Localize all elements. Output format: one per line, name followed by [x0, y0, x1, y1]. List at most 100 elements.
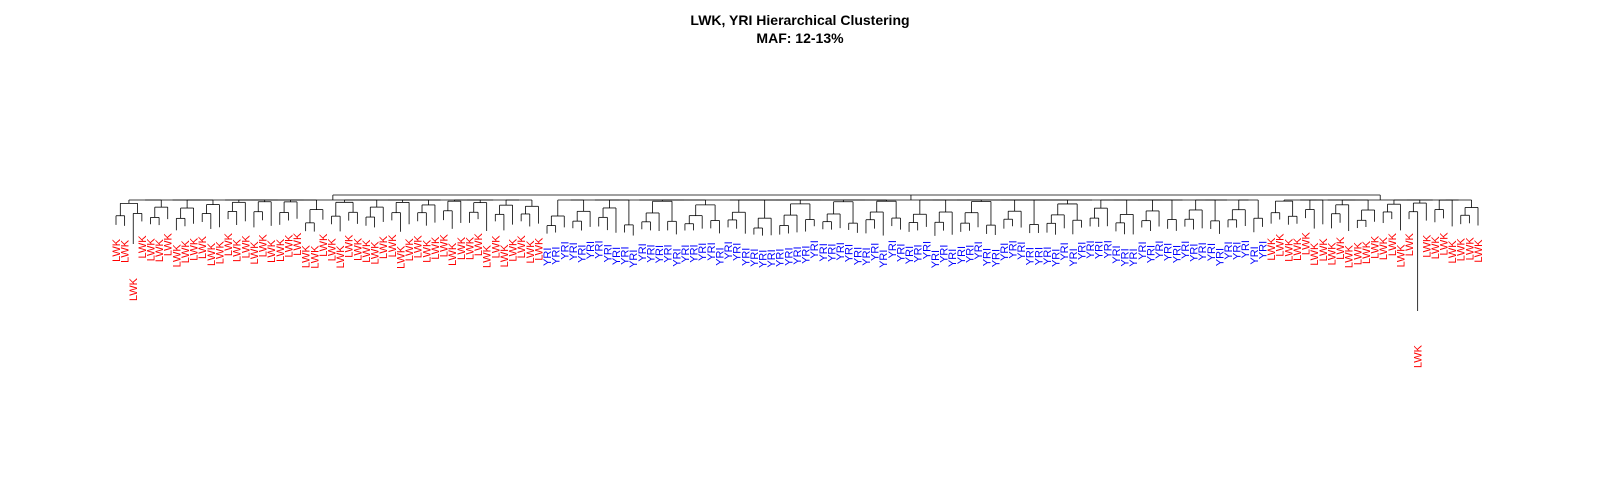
leaf-label-lwk: LWK [1378, 236, 1390, 260]
leaf-label-yri: YRI [1102, 240, 1114, 258]
leaf-label-lwk: LWK [525, 240, 537, 264]
leaf-label-yri: YRI [1068, 248, 1080, 266]
leaf-label-lwk: LWK [1387, 232, 1399, 256]
leaf-label-yri: YRI [887, 240, 899, 258]
leaf-label-yri: YRI [1051, 249, 1063, 267]
leaf-label-lwk: LWK [1301, 231, 1313, 255]
leaf-label-lwk: LWK [275, 238, 287, 262]
leaf-label-yri: YRI [1206, 243, 1218, 261]
leaf-label-lwk: LWK [1344, 244, 1356, 268]
leaf-label-lwk: LWK [1439, 232, 1451, 256]
leaf-label-lwk: LWK [1447, 240, 1459, 264]
leaf-label-lwk: LWK [145, 238, 157, 262]
leaf-label-yri: YRI [689, 244, 701, 262]
leaf-label-lwk: LWK [413, 235, 425, 259]
leaf-label-yri: YRI [1085, 240, 1097, 258]
leaf-label-lwk: LWK [1464, 237, 1476, 261]
leaf-label-yri: YRI [1249, 246, 1261, 264]
leaf-label-yri: YRI [1111, 245, 1123, 263]
leaf-label-yri: YRI [895, 244, 907, 262]
leaf-label-yri: YRI [964, 245, 976, 263]
leaf-label-yri: YRI [1180, 241, 1192, 259]
leaf-label-yri: YRI [766, 249, 778, 267]
leaf-label-yri: YRI [783, 247, 795, 265]
leaf-label-yri: YRI [602, 244, 614, 262]
leaf-label-yri: YRI [1059, 242, 1071, 260]
leaf-label-lwk: LWK [309, 245, 321, 269]
leaf-label-yri: YRI [1223, 241, 1235, 259]
leaf-label-yri: YRI [749, 249, 761, 267]
leaf-label-yri: YRI [982, 248, 994, 266]
leaf-label-yri: YRI [628, 250, 640, 268]
leaf-label-yri: YRI [680, 245, 692, 263]
leaf-label-yri: YRI [1214, 248, 1226, 266]
leaf-label-yri: YRI [870, 243, 882, 261]
leaf-label-yri: YRI [1120, 248, 1132, 266]
leaf-label-yri: YRI [852, 247, 864, 265]
leaf-label-yri: YRI [956, 246, 968, 264]
leaf-label-yri: YRI [973, 241, 985, 259]
leaf-label-yri: YRI [706, 242, 718, 260]
leaf-label-lwk: LWK [482, 244, 494, 268]
leaf-label-lwk: LWK [249, 241, 261, 265]
leaf-label-yri: YRI [1094, 241, 1106, 259]
leaf-label-lwk: LWK [1283, 238, 1295, 262]
leaf-label-lwk: LWK [197, 235, 209, 259]
leaf-label-lwk: LWK [421, 239, 433, 263]
leaf-label-yri: YRI [542, 248, 554, 266]
leaf-label-yri: YRI [930, 250, 942, 268]
leaf-label-yri: YRI [740, 248, 752, 266]
leaf-label-lwk: LWK [335, 245, 347, 269]
leaf-label-yri: YRI [1033, 247, 1045, 265]
leaf-label-yri: YRI [594, 240, 606, 258]
leaf-label-lwk: LWK [395, 245, 407, 269]
leaf-label-lwk: LWK [439, 233, 451, 257]
leaf-label-lwk: LWK [154, 238, 166, 262]
leaf-label-lwk: LWK [370, 241, 382, 265]
leaf-label-lwk: LWK [1421, 234, 1433, 258]
leaf-label-yri: YRI [1042, 247, 1054, 265]
leaf-label-yri: YRI [1197, 242, 1209, 260]
leaf-label-lwk: LWK [1309, 242, 1321, 266]
leaf-label-yri: YRI [878, 250, 890, 268]
leaf-label-lwk: LWK [1473, 239, 1485, 263]
leaf-label-lwk: LWK [1275, 233, 1287, 257]
leaf-label-yri: YRI [585, 241, 597, 259]
leaf-label-yri: YRI [1137, 241, 1149, 259]
leaf-label-yri: YRI [611, 247, 623, 265]
leaf-label-yri: YRI [792, 246, 804, 264]
leaf-label-yri: YRI [645, 244, 657, 262]
leaf-label-yri: YRI [697, 243, 709, 261]
leaf-label-lwk: LWK [111, 238, 123, 262]
chart-subtitle: MAF: 12-13% [756, 30, 844, 46]
leaf-label-yri: YRI [1189, 244, 1201, 262]
leaf-label-yri: YRI [947, 249, 959, 267]
leaf-label-yri: YRI [1145, 245, 1157, 263]
leaf-label-yri: YRI [861, 247, 873, 265]
leaf-label-lwk: LWK [292, 232, 304, 256]
leaf-label-yri: YRI [637, 243, 649, 261]
leaf-label-lwk: LWK [456, 236, 468, 260]
leaf-label-lwk: LWK [223, 232, 235, 256]
leaf-label-yri: YRI [620, 246, 632, 264]
leaf-label-yri: YRI [559, 241, 571, 259]
leaf-label-lwk: LWK [1292, 237, 1304, 261]
leaf-label-yri: YRI [671, 248, 683, 266]
leaf-label-yri: YRI [654, 245, 666, 263]
leaf-label-lwk: LWK [163, 232, 175, 256]
leaf-label-yri: YRI [1154, 241, 1166, 259]
leaf-label-lwk: LWK [137, 235, 149, 259]
leaf-label-yri: YRI [1171, 245, 1183, 263]
leaf-label-yri: YRI [1240, 240, 1252, 258]
leaf-label-yri: YRI [551, 247, 563, 265]
leaf-label-yri: YRI [1128, 248, 1140, 266]
leaf-label-yri: YRI [1016, 242, 1028, 260]
leaf-label-yri: YRI [576, 245, 588, 263]
leaf-label-yri: YRI [826, 244, 838, 262]
leaf-label-lwk: LWK [1326, 242, 1338, 266]
leaf-label-lwk: LWK [180, 240, 192, 264]
chart-title: LWK, YRI Hierarchical Clustering [690, 12, 910, 28]
leaf-label-yri: YRI [999, 243, 1011, 261]
leaf-label-lwk: LWK [206, 242, 218, 266]
leaf-label-lwk: LWK [533, 237, 545, 261]
